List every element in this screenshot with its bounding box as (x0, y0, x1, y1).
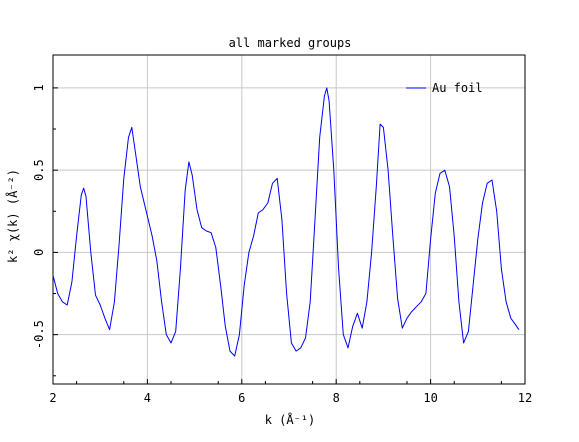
y-tick-label: 1 (32, 84, 46, 91)
x-tick-label: 2 (49, 391, 56, 405)
x-axis-label: k (Å⁻¹) (265, 412, 316, 427)
chart-title: all marked groups (229, 36, 352, 50)
x-tick-label: 4 (144, 391, 151, 405)
series-line-0 (52, 87, 520, 357)
x-tick-label: 10 (423, 391, 437, 405)
grid (53, 55, 525, 384)
axis-ticks: 2 4 6 8 10 12 -0.5 0 0.5 1 (32, 84, 532, 405)
y-axis-label: k² χ(k) (Å⁻²) (5, 169, 20, 263)
legend-label: Au foil (432, 81, 483, 95)
series-layer (52, 87, 520, 357)
x-tick-label: 12 (518, 391, 532, 405)
x-tick-label: 8 (333, 391, 340, 405)
y-tick-label: 0 (32, 249, 46, 256)
legend: Au foil (406, 81, 483, 95)
plot-frame (52, 54, 526, 385)
y-tick-label: 0.5 (32, 159, 46, 181)
y-tick-label: -0.5 (32, 320, 46, 349)
x-tick-label: 6 (238, 391, 245, 405)
